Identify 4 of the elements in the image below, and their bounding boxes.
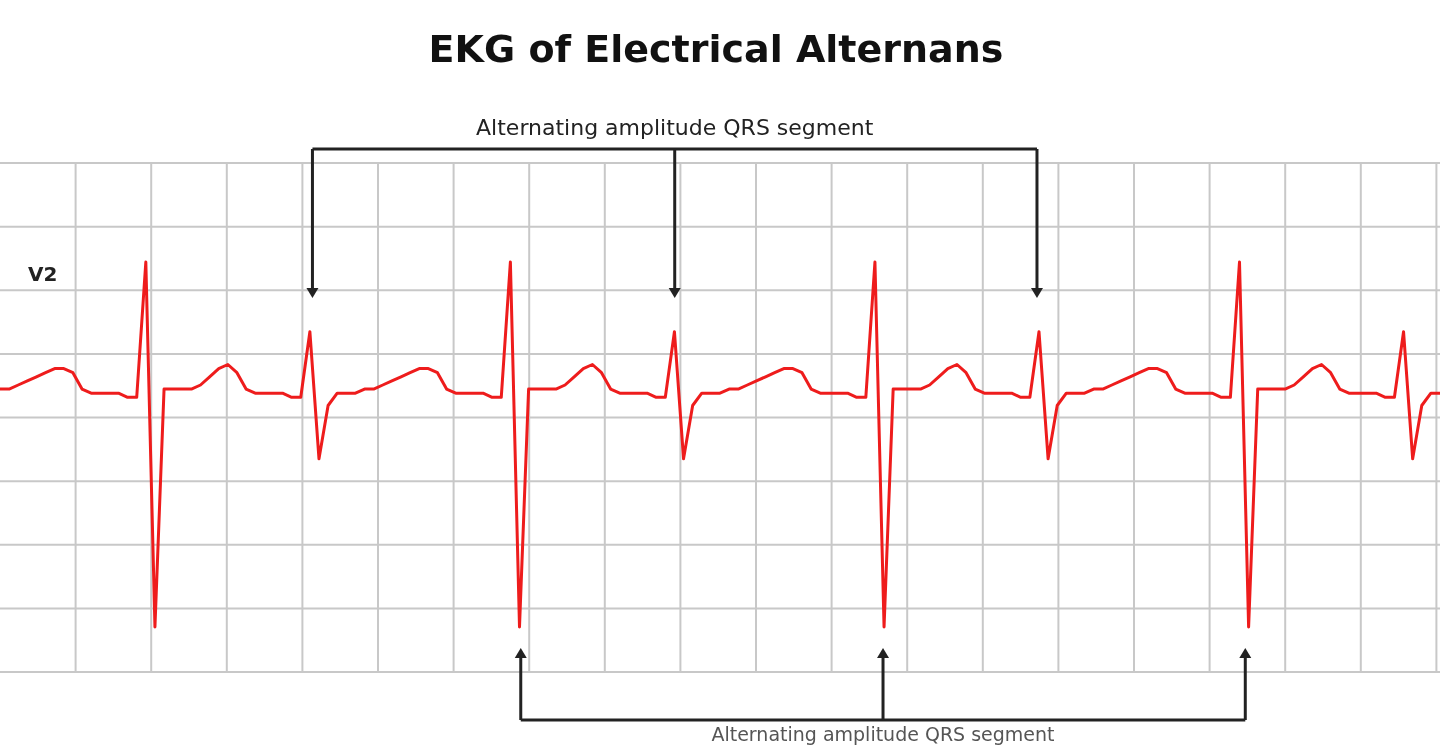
chart-title: EKG of Electrical Alternans <box>428 27 1004 71</box>
text: Alternating amplitude QRS segment <box>476 115 874 140</box>
text: V2 <box>28 262 58 286</box>
text: Alternating amplitude QRS segment <box>711 723 1055 745</box>
